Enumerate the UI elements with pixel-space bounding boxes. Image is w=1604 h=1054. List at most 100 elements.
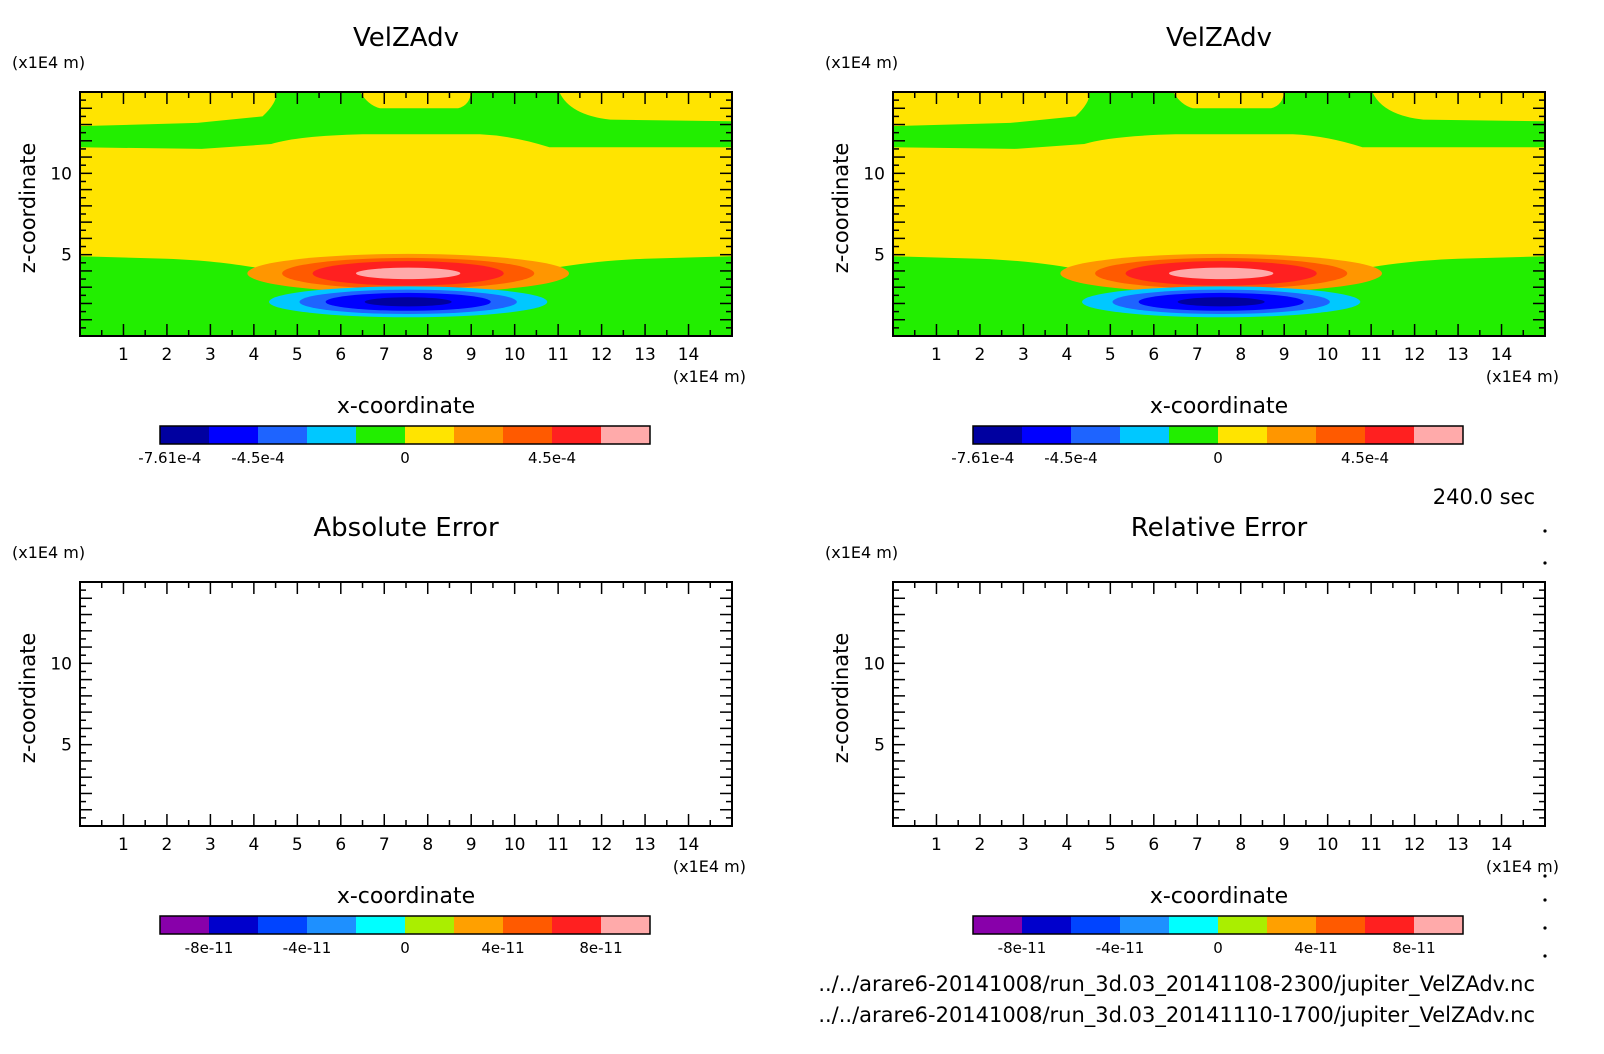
contour-field — [80, 92, 732, 336]
panel-2: VelZAdv(x1E4 m)1 2 3 4 5 6 7 8 9 10 11 12 13 14105(x1… — [825, 23, 1559, 467]
colorbar: -7.61e-4 -4.5e-4 0 4.5e-4 — [138, 425, 651, 467]
x-tick-label: 2 — [975, 835, 986, 855]
colorbar-swatch — [258, 916, 308, 934]
colorbar: -7.61e-4 -4.5e-4 0 4.5e-4 — [951, 425, 1464, 467]
positive-lobe-level-3 — [1169, 267, 1274, 280]
plot-title: VelZAdv — [353, 23, 459, 53]
colorbar-label: -4.5e-4 — [1044, 449, 1097, 467]
colorbar-swatch — [973, 916, 1023, 934]
z-tick-label: 10 — [863, 164, 885, 184]
colorbar-label: 0 — [400, 449, 410, 467]
x-tick-label: 4 — [248, 345, 259, 365]
margin-dot — [1543, 874, 1547, 878]
colorbar-swatch — [160, 426, 210, 444]
x-tick-label: 1 — [118, 835, 129, 855]
colorbar-label: 4e-11 — [481, 939, 524, 957]
x-tick-label: 12 — [1404, 835, 1426, 855]
colorbar-swatch — [1071, 426, 1121, 444]
colorbar-swatch — [552, 916, 602, 934]
x-unit-label: (x1E4 m) — [1486, 367, 1559, 386]
colorbar-label: 4.5e-4 — [1341, 449, 1389, 467]
contour-field — [893, 92, 1545, 336]
colorbar-swatch — [973, 426, 1023, 444]
z-tick-label: 5 — [874, 736, 885, 756]
z-axis-label: z-coordinate — [16, 143, 40, 274]
x-tick-label: 3 — [205, 835, 216, 855]
file-path-1: ../../arare6-20141008/run_3d.03_20141108… — [818, 972, 1535, 997]
margin-dot — [1543, 898, 1547, 902]
x-tick-label: 1 — [931, 345, 942, 365]
z-unit-label: (x1E4 m) — [12, 53, 85, 72]
colorbar-swatch — [405, 916, 455, 934]
colorbar-label: 8e-11 — [1392, 939, 1435, 957]
z-tick-label: 10 — [863, 654, 885, 674]
z-axis-label: z-coordinate — [16, 633, 40, 764]
x-tick-label: 13 — [1447, 835, 1469, 855]
colorbar-label: -4e-11 — [1096, 939, 1145, 957]
colorbar-swatch — [1022, 916, 1072, 934]
plot-title: Absolute Error — [313, 513, 499, 543]
colorbar-label: 0 — [400, 939, 410, 957]
margin-dot — [1543, 529, 1547, 533]
x-tick-label: 12 — [591, 345, 613, 365]
colorbar-swatch — [1414, 426, 1464, 444]
colorbar-swatch — [1022, 426, 1072, 444]
colorbar-swatch — [209, 916, 259, 934]
colorbar-swatch — [454, 426, 504, 444]
x-unit-label: (x1E4 m) — [673, 367, 746, 386]
z-tick-label: 5 — [874, 246, 885, 266]
time-label: 240.0 sec — [1433, 485, 1535, 509]
x-tick-label: 11 — [547, 835, 569, 855]
colorbar-swatch — [1267, 426, 1317, 444]
x-tick-label: 10 — [1317, 345, 1339, 365]
colorbar-swatch — [1365, 916, 1415, 934]
x-axis-label: x-coordinate — [337, 394, 475, 419]
colorbar-swatch — [1267, 916, 1317, 934]
x-tick-label: 7 — [1192, 835, 1203, 855]
colorbar-swatch — [307, 916, 357, 934]
z-unit-label: (x1E4 m) — [825, 53, 898, 72]
colorbar-swatch — [160, 916, 210, 934]
negative-lobe-level-3 — [364, 297, 452, 307]
margin-dot — [1543, 954, 1547, 958]
x-tick-label: 8 — [422, 345, 433, 365]
colorbar-swatch — [1316, 916, 1366, 934]
x-tick-label: 10 — [1317, 835, 1339, 855]
colorbar-label: -7.61e-4 — [138, 449, 201, 467]
colorbar-swatch — [1414, 916, 1464, 934]
x-tick-label: 9 — [466, 835, 477, 855]
contour-band-upper — [80, 92, 732, 149]
colorbar-swatch — [1169, 916, 1219, 934]
x-tick-label: 8 — [1235, 835, 1246, 855]
colorbar-label: 4e-11 — [1294, 939, 1337, 957]
colorbar: -8e-11 -4e-11 0 4e-11 8e-11 — [972, 915, 1464, 957]
colorbar: -8e-11 -4e-11 0 4e-11 8e-11 — [159, 915, 651, 957]
x-tick-label: 13 — [634, 835, 656, 855]
x-tick-label: 14 — [678, 345, 700, 365]
colorbar-label: -7.61e-4 — [951, 449, 1014, 467]
colorbar-swatch — [503, 916, 553, 934]
colorbar-swatch — [1120, 916, 1170, 934]
x-unit-label: (x1E4 m) — [1486, 857, 1559, 876]
plot-frame — [892, 581, 1546, 827]
x-tick-label: 4 — [1061, 835, 1072, 855]
panel-1: VelZAdv(x1E4 m)1 2 3 4 5 6 7 8 9 10 11 12 13 14105(x1… — [12, 23, 746, 467]
x-tick-label: 9 — [1279, 345, 1290, 365]
colorbar-swatch — [258, 426, 308, 444]
x-tick-label: 4 — [1061, 345, 1072, 365]
x-axis-label: x-coordinate — [1150, 394, 1288, 419]
colorbar-swatch — [454, 916, 504, 934]
colorbar-swatch — [503, 426, 553, 444]
x-tick-label: 2 — [162, 345, 173, 365]
x-tick-label: 8 — [422, 835, 433, 855]
x-tick-label: 7 — [379, 345, 390, 365]
x-tick-label: 14 — [1491, 345, 1513, 365]
colorbar-swatch — [601, 916, 651, 934]
positive-lobe-level-3 — [356, 267, 461, 280]
colorbar-swatch — [1120, 426, 1170, 444]
x-tick-label: 5 — [1105, 835, 1116, 855]
x-tick-label: 11 — [1360, 345, 1382, 365]
plot-frame — [79, 581, 733, 827]
x-tick-label: 13 — [634, 345, 656, 365]
